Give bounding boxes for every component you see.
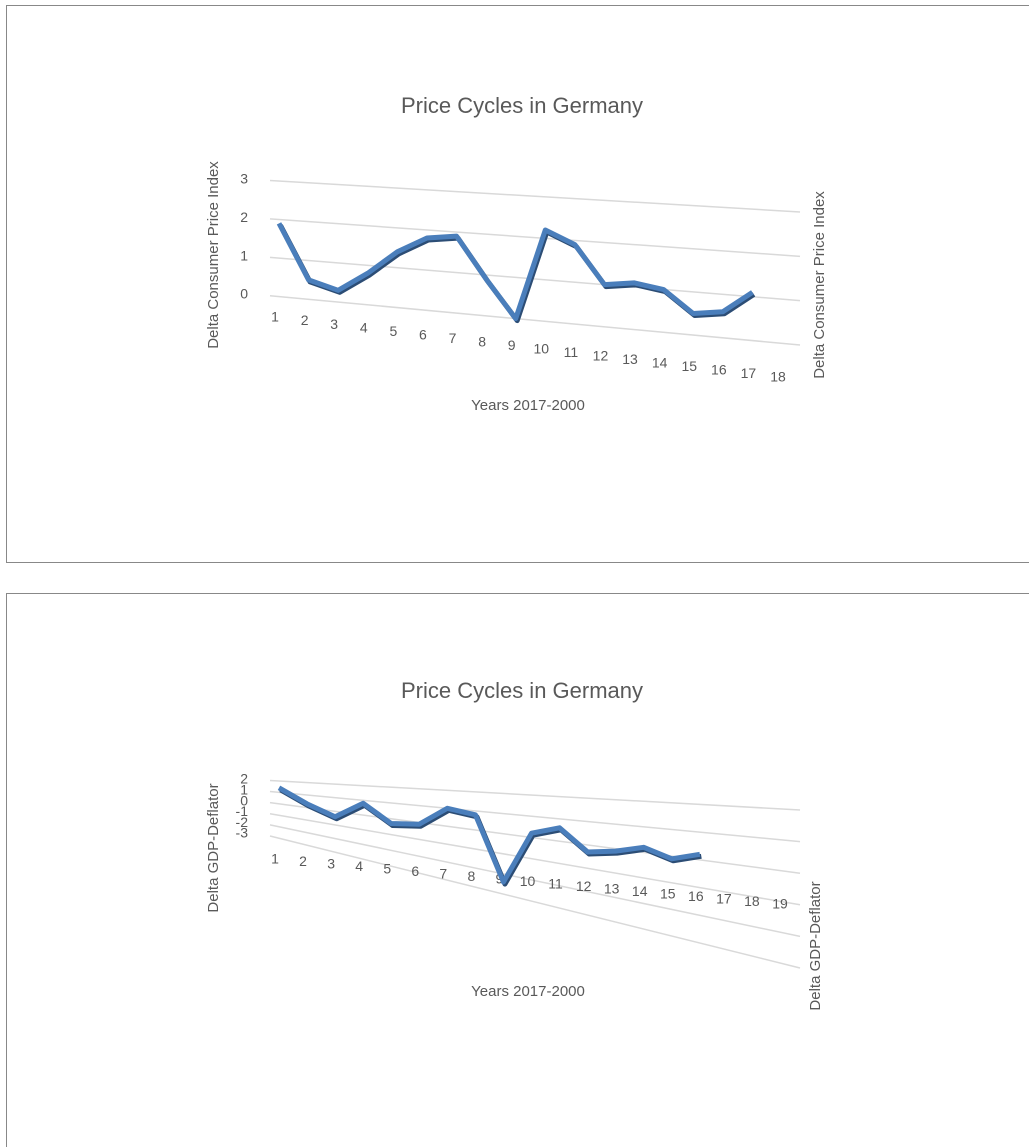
x-tick-label: 17 xyxy=(716,891,732,907)
x-tick-label: 19 xyxy=(772,896,788,912)
y-axis-label: Delta GDP-Deflator xyxy=(205,783,222,912)
grid-line xyxy=(269,294,801,346)
y-tick-label: 2 xyxy=(240,771,248,787)
x-axis-label: Years 2017-2000 xyxy=(471,983,585,1000)
y-tick-label: 1 xyxy=(240,247,248,263)
x-tick-label: 14 xyxy=(652,355,668,371)
y-tick-label: -1 xyxy=(236,803,249,819)
x-tick-label: 2 xyxy=(301,312,309,328)
line xyxy=(276,222,754,322)
x-tick-label: 2 xyxy=(299,853,307,869)
x-tick-label: 3 xyxy=(330,316,338,332)
x-tick-label: 6 xyxy=(419,326,427,342)
x-tick-label: 1 xyxy=(271,851,279,867)
grid-line xyxy=(269,835,801,969)
x-tick-label: 15 xyxy=(660,886,676,902)
x-tick-label: 13 xyxy=(622,351,638,367)
grid-line xyxy=(269,790,801,843)
grid-line xyxy=(269,218,801,258)
y2-axis-label: Delta GDP-Deflator xyxy=(807,881,824,1010)
y-tick-label: -3 xyxy=(236,825,249,841)
x-tick-label: 4 xyxy=(355,858,363,874)
x-tick-label: 18 xyxy=(744,893,760,909)
x-tick-label: 11 xyxy=(548,876,563,892)
chart-frame xyxy=(6,593,1029,1147)
x-tick-label: 6 xyxy=(411,863,419,879)
grid-line xyxy=(269,779,801,811)
x-tick-label: 10 xyxy=(534,340,550,356)
x-tick-label: 1 xyxy=(271,309,279,325)
y-tick-label: 0 xyxy=(240,286,248,302)
x-tick-label: 16 xyxy=(711,362,727,378)
x-tick-label: 11 xyxy=(564,344,579,360)
x-tick-label: 10 xyxy=(520,873,536,889)
y-tick-label: 3 xyxy=(240,171,248,187)
y-tick-label: 0 xyxy=(240,792,248,808)
y-tick-label: 1 xyxy=(240,782,248,798)
x-tick-label: 14 xyxy=(632,883,648,899)
y-tick-label: 2 xyxy=(240,209,248,225)
line-shadow xyxy=(279,787,702,887)
x-tick-label: 7 xyxy=(439,866,447,882)
x-tick-label: 5 xyxy=(389,323,397,339)
y2-axis-label: Delta Consumer Price Index xyxy=(811,191,828,379)
x-tick-label: 16 xyxy=(688,888,704,904)
x-tick-label: 13 xyxy=(604,881,620,897)
x-tick-label: 12 xyxy=(593,348,609,364)
x-tick-label: 4 xyxy=(360,319,368,335)
chart-frame xyxy=(6,5,1029,563)
grid-line xyxy=(269,179,801,213)
grid-line xyxy=(269,801,801,874)
grid-line xyxy=(269,824,801,938)
chart-title: Price Cycles in Germany xyxy=(401,93,643,118)
y-axis-label: Delta Consumer Price Index xyxy=(205,161,222,349)
x-tick-label: 3 xyxy=(327,856,335,872)
x-tick-label: 15 xyxy=(681,358,697,374)
x-axis-label: Years 2017-2000 xyxy=(471,397,585,414)
grid-line xyxy=(269,256,801,302)
grid-line xyxy=(269,813,801,906)
chart-title: Price Cycles in Germany xyxy=(401,678,643,703)
x-tick-label: 7 xyxy=(449,330,457,346)
line xyxy=(277,785,701,885)
x-tick-label: 9 xyxy=(508,337,516,353)
x-tick-label: 18 xyxy=(770,369,786,385)
y-tick-label: -2 xyxy=(236,814,249,830)
x-tick-label: 12 xyxy=(576,878,592,894)
x-tick-label: 5 xyxy=(383,861,391,877)
x-tick-label: 8 xyxy=(478,333,486,349)
x-tick-label: 17 xyxy=(741,365,757,381)
x-tick-label: 8 xyxy=(467,868,475,884)
